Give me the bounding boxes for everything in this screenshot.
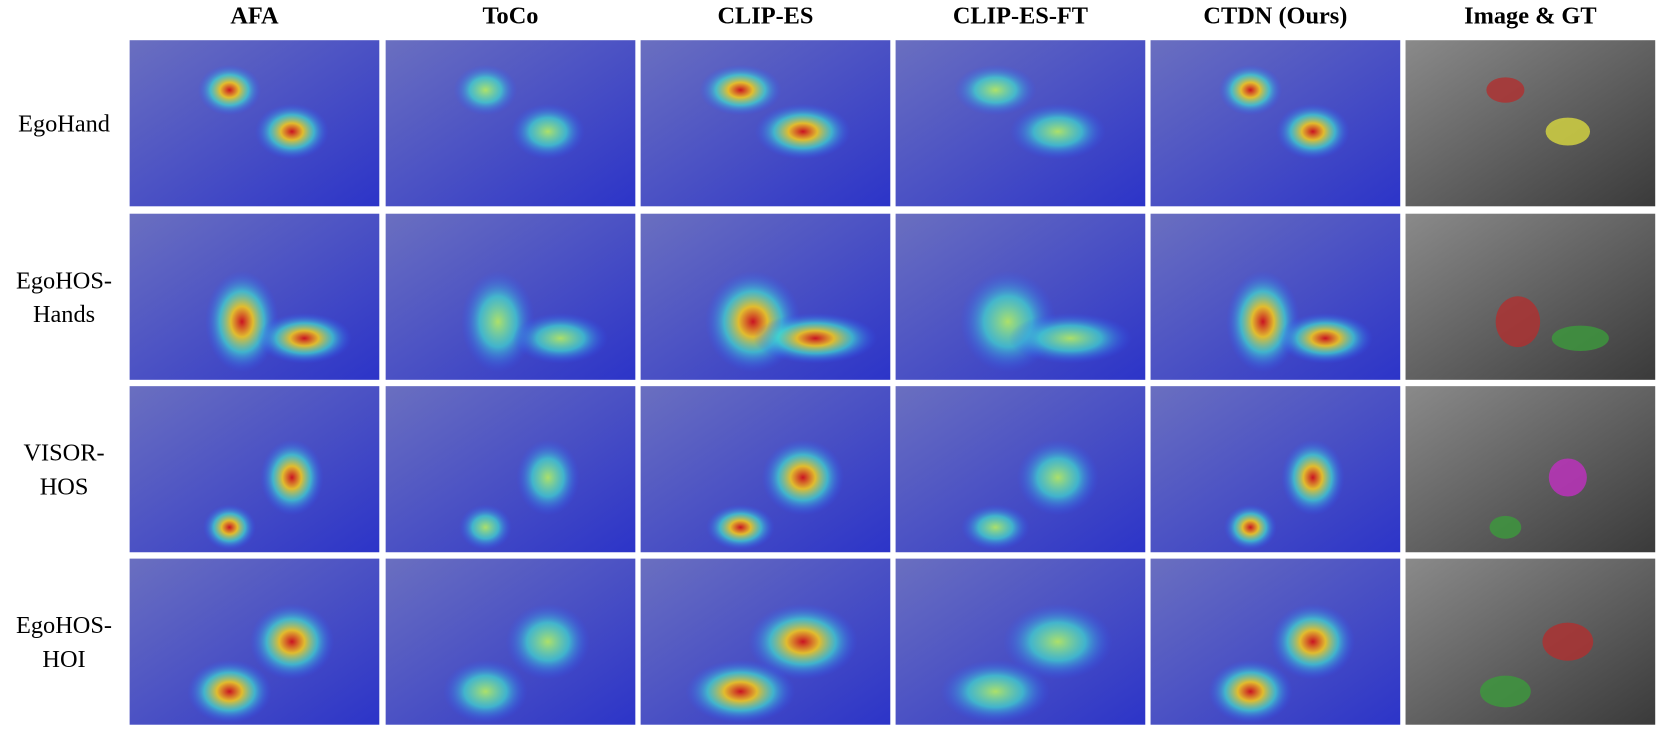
row-label-line: HOS bbox=[40, 474, 89, 501]
image-cell bbox=[1150, 40, 1401, 207]
heat-blob bbox=[203, 504, 256, 551]
row-label-line: EgoHand bbox=[18, 111, 110, 138]
row-label: VISOR- HOS bbox=[23, 440, 104, 501]
row-label-line: EgoHOS- bbox=[16, 267, 112, 294]
heat-blob bbox=[256, 312, 353, 364]
heat-blob bbox=[1208, 659, 1293, 724]
image-cell bbox=[1405, 213, 1656, 380]
heat-blob bbox=[699, 64, 782, 116]
heat-blob bbox=[1281, 439, 1345, 516]
heat-blob bbox=[459, 504, 512, 551]
heat-blob bbox=[1223, 504, 1277, 551]
row-label-line: HOI bbox=[42, 646, 85, 673]
heat-blob bbox=[204, 270, 280, 373]
heat-blob bbox=[753, 312, 878, 364]
heat-blob bbox=[1270, 603, 1356, 680]
gt-mask bbox=[1480, 675, 1531, 708]
heat-blob bbox=[1016, 439, 1100, 516]
column-header: AFA bbox=[230, 2, 279, 29]
heat-blob bbox=[961, 504, 1030, 551]
gt-mask bbox=[1489, 515, 1522, 539]
heat-blob bbox=[754, 103, 852, 160]
heat-blob bbox=[187, 659, 272, 724]
heat-blob bbox=[685, 659, 796, 724]
row-label-line: Hands bbox=[33, 301, 95, 328]
heat-blob bbox=[761, 439, 845, 516]
gt-mask bbox=[1542, 622, 1594, 661]
heat-blob bbox=[260, 439, 324, 516]
gt-mask bbox=[1495, 296, 1541, 348]
heat-blob bbox=[1002, 603, 1113, 680]
heat-blob bbox=[197, 64, 262, 116]
row-label-line: EgoHOS- bbox=[16, 612, 112, 639]
row-label: EgoHOS- HOI bbox=[16, 612, 112, 673]
heat-blob bbox=[1009, 103, 1107, 160]
gt-mask bbox=[1545, 117, 1591, 146]
row-label: EgoHOS- Hands bbox=[16, 267, 112, 328]
column-header: CLIP-ES bbox=[717, 2, 813, 29]
heat-blob bbox=[1277, 312, 1373, 364]
heat-blob bbox=[747, 603, 858, 680]
heat-blob bbox=[510, 103, 585, 160]
gt-mask bbox=[1486, 77, 1525, 103]
heat-blob bbox=[1218, 64, 1283, 116]
heat-blob bbox=[940, 659, 1051, 724]
heat-blob bbox=[443, 659, 528, 724]
column-header: CLIP-ES-FT bbox=[953, 2, 1088, 29]
image-cell bbox=[1405, 386, 1656, 553]
row-label-line: VISOR- bbox=[23, 440, 104, 467]
heat-blob bbox=[706, 504, 775, 551]
heat-blob bbox=[512, 312, 609, 364]
image-cell bbox=[1405, 558, 1656, 725]
gt-mask bbox=[1551, 325, 1609, 351]
heat-blob bbox=[1008, 312, 1133, 364]
column-header: Image & GT bbox=[1464, 2, 1596, 29]
column-header: CTDN (Ours) bbox=[1203, 2, 1347, 29]
heat-blob bbox=[516, 439, 580, 516]
column-header: ToCo bbox=[483, 2, 539, 29]
heat-blob bbox=[453, 64, 518, 116]
image-cell bbox=[1405, 40, 1656, 207]
image-cell bbox=[129, 40, 380, 207]
heat-blob bbox=[505, 603, 591, 680]
image-cell bbox=[385, 40, 636, 207]
gt-mask bbox=[1548, 458, 1587, 497]
heat-blob bbox=[1225, 270, 1300, 373]
heat-blob bbox=[1275, 103, 1350, 160]
row-label: EgoHand bbox=[18, 111, 110, 138]
heat-blob bbox=[954, 64, 1037, 116]
heat-blob bbox=[254, 103, 329, 160]
heat-blob bbox=[249, 603, 335, 680]
heat-blob bbox=[460, 270, 536, 373]
